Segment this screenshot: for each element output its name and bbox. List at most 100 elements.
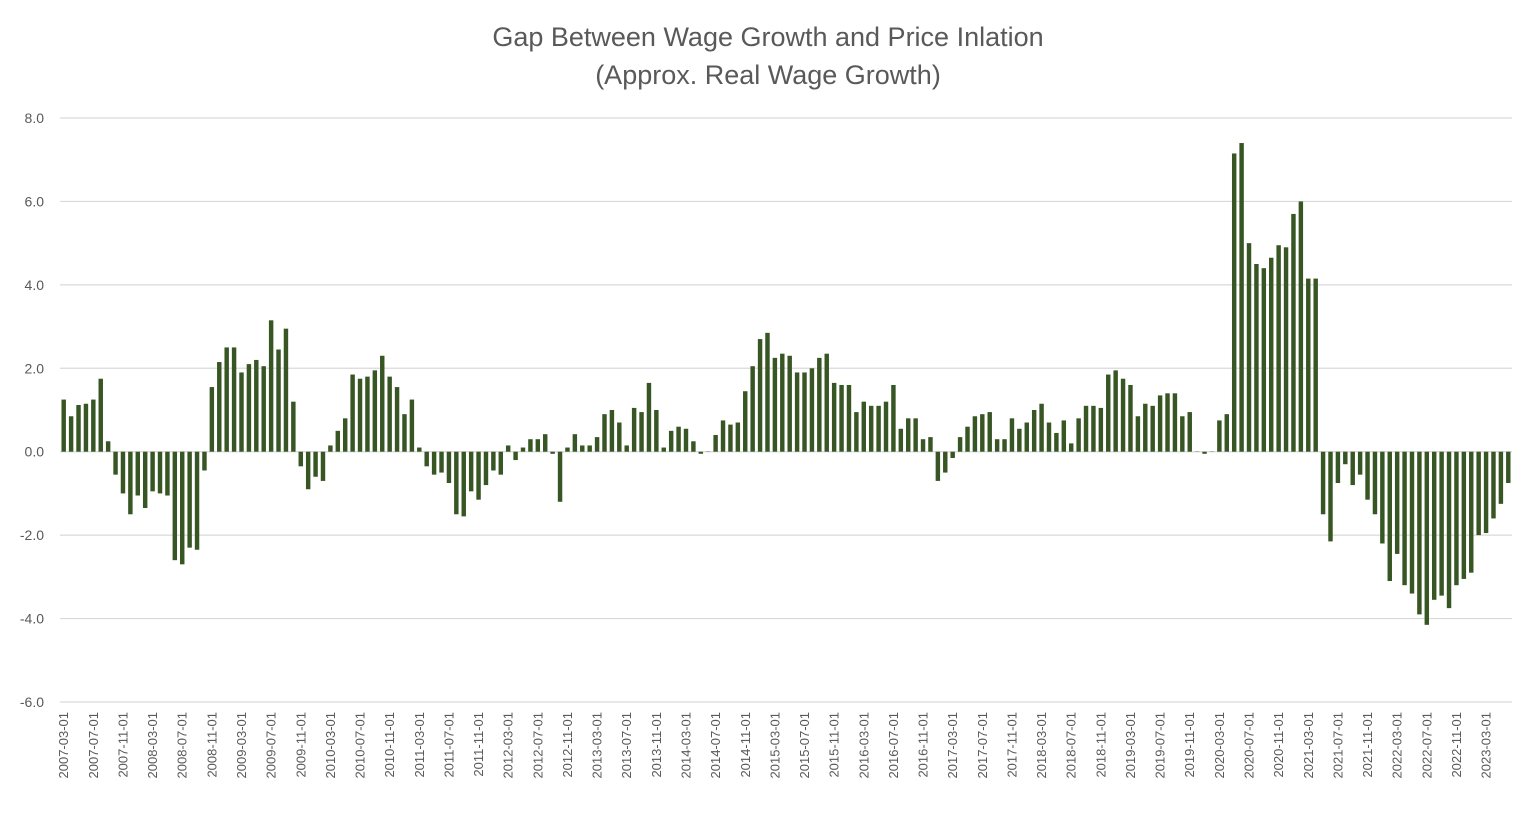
bar	[1083, 405, 1089, 452]
y-tick-label: 8.0	[25, 110, 45, 126]
bar	[631, 407, 637, 452]
bar	[239, 372, 244, 452]
bar	[854, 412, 859, 452]
x-tick-label: 2008-07-01	[175, 712, 190, 779]
bar	[142, 451, 148, 509]
x-tick-label: 2020-07-01	[1242, 712, 1257, 779]
bar	[157, 451, 163, 494]
bar	[187, 451, 192, 548]
bar	[691, 441, 696, 452]
bar	[1424, 451, 1430, 625]
bar	[217, 362, 222, 452]
y-tick-label: 6.0	[25, 193, 45, 209]
bar	[1402, 451, 1407, 586]
x-tick-label: 2008-03-01	[145, 712, 160, 779]
bar	[128, 451, 133, 515]
bar	[491, 451, 496, 471]
bar	[1017, 428, 1022, 452]
bar	[394, 387, 400, 452]
bar	[520, 447, 526, 452]
bar	[1076, 418, 1081, 452]
bar	[572, 434, 578, 452]
bar	[676, 426, 681, 452]
x-tick-label: 2009-03-01	[234, 712, 249, 779]
bar	[950, 451, 955, 458]
x-tick-label: 2012-03-01	[501, 712, 516, 779]
y-tick-label: 2.0	[25, 360, 45, 376]
bar	[1180, 416, 1185, 452]
bar	[1187, 412, 1192, 452]
x-tick-label: 2009-07-01	[264, 712, 279, 779]
bar	[587, 445, 592, 452]
bar	[1202, 451, 1207, 454]
bar	[1128, 384, 1133, 452]
bar	[98, 378, 103, 452]
x-tick-label: 2011-11-01	[471, 712, 486, 777]
bar	[868, 405, 874, 452]
bar	[1054, 432, 1059, 452]
bar	[409, 399, 415, 452]
bar	[1172, 393, 1178, 452]
bar	[1335, 451, 1341, 483]
x-tick-label: 2015-11-01	[827, 712, 842, 778]
bar	[943, 451, 948, 473]
bar	[291, 401, 296, 452]
x-tick-label: 2012-11-01	[560, 712, 575, 778]
x-tick-label: 2018-07-01	[1064, 712, 1079, 779]
x-tick-label: 2014-11-01	[738, 712, 753, 778]
bar	[839, 384, 844, 452]
bar	[1298, 201, 1304, 452]
bar	[1224, 414, 1229, 452]
bar	[446, 451, 452, 483]
bar	[105, 441, 111, 452]
x-tick-label: 2007-07-01	[86, 712, 101, 779]
bar	[202, 451, 207, 471]
bar	[1261, 268, 1267, 452]
x-tick-label: 2021-03-01	[1301, 712, 1316, 779]
bar	[765, 332, 770, 452]
bar	[728, 424, 733, 452]
bar	[1046, 422, 1052, 452]
x-tick-label: 2013-11-01	[649, 712, 664, 778]
bar	[1365, 451, 1370, 500]
bar	[883, 401, 889, 452]
bar	[846, 384, 852, 452]
bar	[528, 439, 533, 452]
bar	[209, 387, 215, 452]
bar	[639, 412, 644, 452]
bar	[68, 416, 74, 452]
y-axis-ticks: 8.0 6.0 4.0 2.0 0.0 -2.0 -4.0 -6.0	[20, 110, 44, 710]
bar	[298, 451, 303, 467]
bar	[268, 320, 274, 452]
x-axis-ticks: 2007-03-01 2007-07-01 2007-11-01 2008-03-01…	[56, 712, 1493, 779]
bar	[1246, 243, 1252, 452]
bar	[594, 437, 600, 452]
bar	[172, 451, 178, 561]
bar	[1498, 451, 1504, 504]
x-tick-label: 2007-11-01	[115, 712, 130, 778]
y-tick-label: -6.0	[20, 694, 44, 710]
bar	[1269, 257, 1274, 452]
x-tick-label: 2018-11-01	[1093, 712, 1108, 778]
bar	[602, 414, 607, 452]
bar	[557, 451, 563, 502]
bar	[91, 399, 96, 452]
x-tick-label: 2022-03-01	[1390, 712, 1405, 779]
bar	[972, 416, 978, 452]
x-tick-label: 2020-03-01	[1212, 712, 1227, 779]
bar	[920, 439, 926, 452]
bar	[365, 376, 370, 452]
bar	[313, 451, 318, 477]
bar	[380, 355, 385, 452]
bar	[580, 445, 585, 452]
x-tick-label: 2022-07-01	[1419, 712, 1434, 779]
chart-title: Gap Between Wage Growth and Price Inlati…	[0, 18, 1536, 94]
bar	[231, 347, 237, 452]
bar	[1476, 451, 1481, 536]
bar	[1320, 451, 1326, 515]
bar	[372, 370, 378, 452]
x-tick-label: 2016-07-01	[886, 712, 901, 779]
bar	[654, 410, 659, 452]
x-tick-label: 2021-07-01	[1330, 712, 1345, 779]
